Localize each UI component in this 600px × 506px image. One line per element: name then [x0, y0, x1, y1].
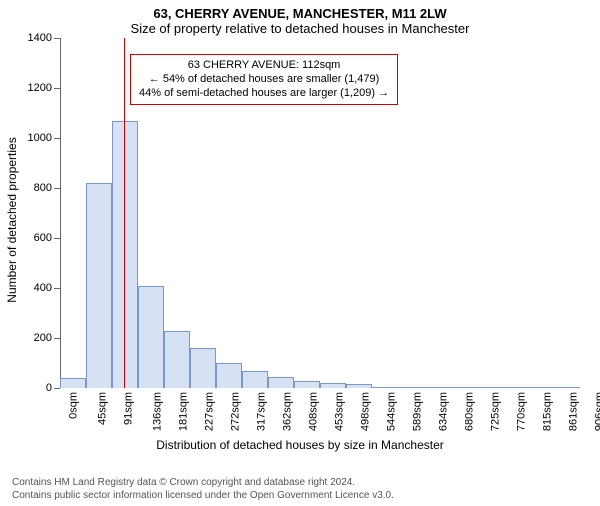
- y-tick-label: 600: [20, 232, 52, 244]
- x-tick-label: 91sqm: [123, 392, 135, 425]
- y-tick: [54, 138, 60, 139]
- x-tick-label: 362sqm: [282, 392, 294, 431]
- chart-area: Number of detached properties 0200400600…: [60, 38, 580, 388]
- x-tick-label: 906sqm: [594, 392, 600, 431]
- x-tick-label: 634sqm: [438, 392, 450, 431]
- y-axis-line: [60, 38, 61, 388]
- y-tick-label: 400: [20, 282, 52, 294]
- histogram-bar: [424, 387, 449, 388]
- histogram-bar: [86, 183, 111, 388]
- x-tick-label: 453sqm: [334, 392, 346, 431]
- y-tick: [54, 388, 60, 389]
- y-tick: [54, 238, 60, 239]
- x-tick-label: 498sqm: [360, 392, 372, 431]
- histogram-bar: [476, 387, 501, 388]
- histogram-bar: [60, 378, 85, 388]
- info-box-line: 44% of semi-detached houses are larger (…: [139, 87, 389, 101]
- y-tick: [54, 88, 60, 89]
- x-tick-label: 861sqm: [568, 392, 580, 431]
- histogram-bar: [502, 387, 527, 388]
- y-tick-label: 1000: [20, 132, 52, 144]
- histogram-bar: [372, 387, 397, 388]
- x-tick-label: 725sqm: [490, 392, 502, 431]
- x-tick-label: 544sqm: [386, 392, 398, 431]
- x-tick-label: 45sqm: [97, 392, 109, 425]
- histogram-bar: [138, 286, 163, 389]
- histogram-bar: [216, 363, 241, 388]
- info-box: 63 CHERRY AVENUE: 112sqm← 54% of detache…: [130, 54, 398, 105]
- histogram-bar: [164, 331, 189, 389]
- histogram-bar: [190, 348, 215, 388]
- y-tick-label: 200: [20, 332, 52, 344]
- histogram-bar: [528, 387, 553, 388]
- histogram-bar: [242, 371, 267, 389]
- x-tick-label: 317sqm: [256, 392, 268, 431]
- x-tick-label: 0sqm: [67, 392, 79, 419]
- y-tick-label: 800: [20, 182, 52, 194]
- y-axis-label: Number of detached properties: [5, 137, 19, 302]
- histogram-bar: [398, 387, 423, 388]
- x-tick-label: 272sqm: [230, 392, 242, 431]
- y-tick: [54, 38, 60, 39]
- x-tick-label: 227sqm: [204, 392, 216, 431]
- histogram-bar: [320, 383, 345, 388]
- x-axis-label: Distribution of detached houses by size …: [0, 438, 600, 452]
- info-box-line: ← 54% of detached houses are smaller (1,…: [139, 73, 389, 87]
- x-tick-label: 770sqm: [516, 392, 528, 431]
- y-tick-label: 1200: [20, 82, 52, 94]
- x-tick-label: 680sqm: [464, 392, 476, 431]
- x-tick-label: 136sqm: [152, 392, 164, 431]
- y-tick: [54, 288, 60, 289]
- x-tick-label: 815sqm: [542, 392, 554, 431]
- chart-subtitle: Size of property relative to detached ho…: [0, 21, 600, 36]
- x-tick-label: 181sqm: [178, 392, 190, 431]
- histogram-bar: [450, 387, 475, 388]
- footer-line-2: Contains public sector information licen…: [12, 490, 588, 503]
- marker-line: [124, 38, 125, 388]
- footer-line-1: Contains HM Land Registry data © Crown c…: [12, 477, 588, 490]
- plot-area: 02004006008001000120014000sqm45sqm91sqm1…: [60, 38, 580, 388]
- x-tick-label: 589sqm: [412, 392, 424, 431]
- histogram-bar: [294, 381, 319, 389]
- histogram-bar: [268, 377, 293, 388]
- footer: Contains HM Land Registry data © Crown c…: [12, 477, 588, 502]
- histogram-bar: [554, 387, 579, 388]
- y-tick-label: 1400: [20, 32, 52, 44]
- x-tick-label: 408sqm: [308, 392, 320, 431]
- chart-title: 63, CHERRY AVENUE, MANCHESTER, M11 2LW: [0, 6, 600, 21]
- y-tick: [54, 188, 60, 189]
- info-box-line: 63 CHERRY AVENUE: 112sqm: [139, 59, 389, 73]
- histogram-bar: [346, 384, 371, 388]
- y-tick: [54, 338, 60, 339]
- y-tick-label: 0: [20, 382, 52, 394]
